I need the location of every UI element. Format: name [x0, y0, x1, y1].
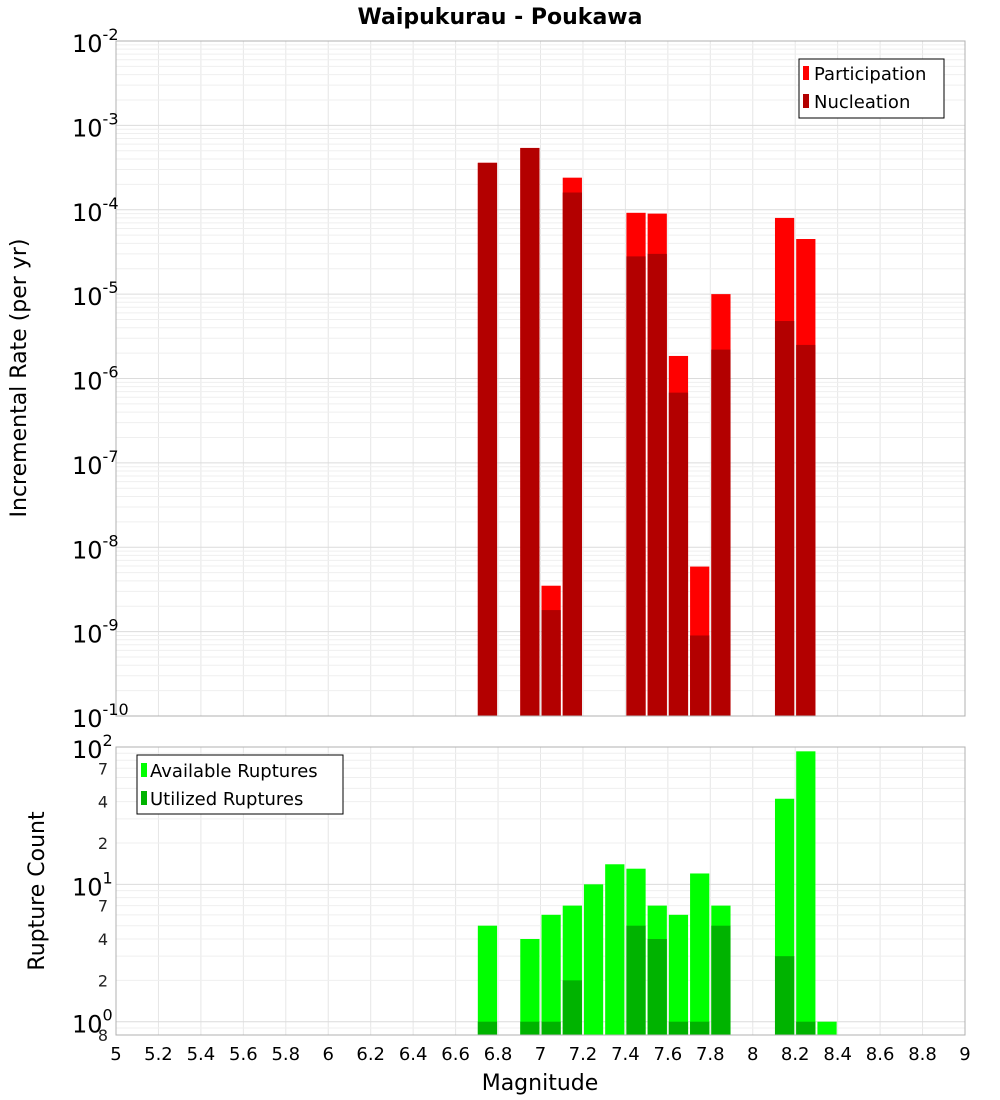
bar-utilized-ruptures — [690, 1021, 710, 1035]
legend-box — [798, 58, 945, 119]
bar-available-ruptures — [796, 751, 816, 1035]
bar-available-ruptures — [690, 873, 710, 1035]
y-tick-label: 10-10 — [72, 700, 129, 733]
bar-utilized-ruptures — [647, 939, 667, 1035]
rate-plot-border — [115, 40, 966, 717]
bar-nucleation — [690, 635, 710, 716]
y-tick-label: 102 — [72, 731, 113, 764]
y-minor-tick-label: 4 — [98, 930, 108, 949]
bar-utilized-ruptures — [774, 956, 795, 1035]
bar-available-ruptures — [541, 914, 561, 1035]
y-tick-label: 100 — [72, 1006, 113, 1039]
x-tick-label: 8.4 — [823, 1044, 852, 1065]
x-tick-label: 5.4 — [187, 1044, 216, 1065]
x-tick-label: 6.4 — [399, 1044, 428, 1065]
bar-utilized-ruptures — [796, 1021, 816, 1035]
x-tick-label: 8.2 — [781, 1044, 810, 1065]
rate-plot: 10-10 10-9 10-8 10-7 10-6 10-5 10-4 10-3 10-2 Par… — [72, 25, 966, 733]
bar-utilized-ruptures — [562, 980, 582, 1035]
bar-available-ruptures — [668, 914, 689, 1035]
legend-swatch — [803, 94, 809, 108]
bar-available-ruptures — [817, 1021, 837, 1035]
x-tick-label: 6 — [323, 1044, 334, 1065]
count-plot-border — [115, 746, 966, 1036]
y-minor-tick-label: 2 — [98, 834, 108, 853]
bar-available-ruptures — [583, 884, 604, 1035]
y-minor-tick-label: 7 — [98, 759, 108, 778]
x-tick-label: 5 — [110, 1044, 121, 1065]
legend-swatch — [803, 66, 809, 80]
y-tick-label: 10-4 — [72, 194, 119, 227]
count-legend: Available Ruptures Utilized Ruptures — [136, 754, 344, 815]
y-minor-tick-label: 7 — [98, 897, 108, 916]
x-tick-label: 7.2 — [569, 1044, 598, 1065]
legend-swatch — [141, 763, 147, 777]
bar-utilized-ruptures — [477, 1021, 498, 1035]
x-tick-label: 8 — [747, 1044, 758, 1065]
bar-utilized-ruptures — [668, 1021, 689, 1035]
x-tick-label: 5.8 — [271, 1044, 300, 1065]
y-tick-label: 10-3 — [72, 109, 119, 142]
bar-available-ruptures — [605, 864, 625, 1035]
legend-box — [136, 754, 344, 815]
bar-nucleation — [626, 256, 646, 716]
y-tick-label: 10-2 — [72, 25, 119, 58]
count-plot: 100 101 102 8 2 4 7 2 4 7 5 5.2 5.4 5.6 5.8 6 6.2 6.4 6.6 6… — [72, 731, 971, 1065]
x-tick-label: 7.8 — [696, 1044, 725, 1065]
bar-available-ruptures — [520, 939, 540, 1035]
x-tick-label: 6.6 — [441, 1044, 470, 1065]
y-minor-tick-label: 2 — [98, 971, 108, 990]
bar-nucleation — [711, 349, 731, 716]
x-tick-label: 8.8 — [908, 1044, 937, 1065]
x-tick-label: 7.4 — [611, 1044, 640, 1065]
legend-label: Utilized Ruptures — [150, 789, 303, 810]
y-tick-label: 10-8 — [72, 531, 119, 564]
bottom-ylabel: Rupture Count — [25, 811, 50, 971]
y-tick-label: 10-6 — [72, 363, 119, 396]
top-ylabel: Incremental Rate (per yr) — [7, 239, 32, 518]
bar-nucleation — [796, 344, 816, 716]
y-minor-tick-label: 8 — [98, 1026, 108, 1045]
bar-nucleation — [647, 253, 667, 716]
bar-available-ruptures — [477, 925, 498, 1035]
x-tick-label: 7 — [535, 1044, 546, 1065]
x-axis-label: Magnitude — [482, 1071, 599, 1096]
x-tick-label: 8.6 — [866, 1044, 895, 1065]
y-tick-label: 10-5 — [72, 278, 119, 311]
x-tick-label: 6.2 — [356, 1044, 385, 1065]
bar-nucleation — [774, 321, 795, 716]
x-tick-label: 7.6 — [654, 1044, 683, 1065]
bar-nucleation — [668, 392, 689, 716]
bar-nucleation — [562, 192, 582, 717]
legend-swatch — [141, 791, 147, 805]
bar-nucleation — [520, 147, 540, 716]
legend-label: Available Ruptures — [150, 761, 318, 782]
chart-title: Waipukurau - Poukawa — [358, 5, 643, 30]
legend-label: Nucleation — [814, 92, 910, 113]
x-tick-label: 5.6 — [229, 1044, 258, 1065]
bar-utilized-ruptures — [520, 1021, 540, 1035]
x-tick-label: 5.2 — [144, 1044, 173, 1065]
x-tick-label: 9 — [959, 1044, 970, 1065]
y-tick-label: 101 — [72, 868, 113, 901]
bar-nucleation — [477, 162, 498, 716]
rate-legend: Participation Nucleation — [798, 58, 945, 119]
y-minor-tick-label: 4 — [98, 793, 108, 812]
bar-nucleation — [541, 610, 561, 716]
bar-utilized-ruptures — [711, 925, 731, 1035]
legend-label: Participation — [814, 64, 926, 85]
x-tick-label: 6.8 — [484, 1044, 513, 1065]
bar-utilized-ruptures — [541, 1021, 561, 1035]
bar-utilized-ruptures — [626, 925, 646, 1035]
y-tick-label: 10-9 — [72, 616, 119, 649]
y-tick-label: 10-7 — [72, 447, 119, 480]
